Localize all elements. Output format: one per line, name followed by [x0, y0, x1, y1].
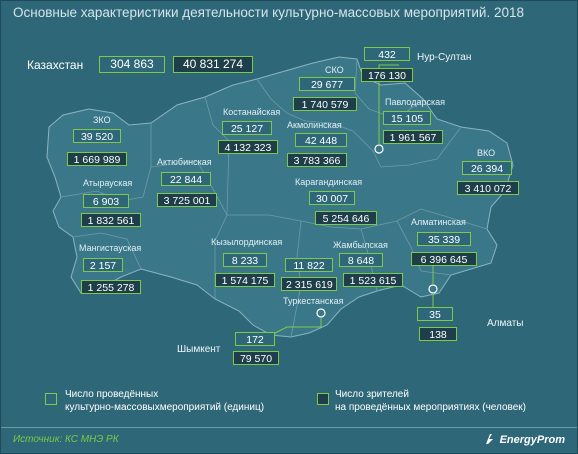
akmola-viewers: 3 783 366 [287, 153, 347, 167]
pavlodar-viewers: 1 961 567 [383, 130, 443, 144]
vko-viewers: 3 410 072 [457, 181, 519, 195]
atyrau-viewers: 1 832 561 [81, 213, 141, 227]
source-text: Источник: КС МНЭ РК [13, 434, 119, 445]
aktobe-viewers: 3 725 001 [157, 193, 217, 207]
karaganda-label: Карагандинская [295, 177, 363, 187]
pavlodar-events: 15 105 [383, 111, 431, 125]
zko-events: 39 520 [73, 129, 121, 143]
legend-viewers-line2: на проведённых мероприятиях (человек) [335, 402, 526, 413]
karaganda-events: 30 007 [309, 191, 355, 205]
legend-events-swatch [45, 393, 57, 405]
kyzylorda-viewers: 1 574 175 [215, 273, 275, 287]
almaty-viewers: 138 [419, 327, 457, 341]
aktobe-events: 22 844 [161, 172, 211, 186]
shymkent-events: 172 [235, 332, 275, 346]
kostanay-events: 25 127 [222, 121, 272, 135]
sko-viewers: 1 740 579 [293, 97, 357, 111]
kyzylorda-events: 8 233 [223, 253, 267, 267]
legend-viewers-swatch [317, 393, 329, 405]
kostanay-viewers: 4 132 323 [218, 140, 278, 154]
page-title: Основные характеристики деятельности кул… [13, 5, 524, 20]
energyprom-logo-icon [485, 434, 493, 444]
kazakhstan-viewers: 40 831 274 [173, 56, 253, 73]
vko-label: ВКО [477, 148, 496, 158]
sko-label: СКО [325, 65, 344, 75]
shymkent-viewers: 79 570 [233, 351, 279, 365]
footer: Источник: КС МНЭ РК EnergyProm [1, 427, 577, 453]
zhambyl-label: Жамбылская [333, 240, 388, 250]
brand-logo: EnergyProm [485, 433, 565, 446]
turkestan-viewers: 2 315 619 [281, 277, 337, 291]
pavlodar-label: Павлодарская [385, 97, 445, 107]
almaty-obl-viewers: 6 396 645 [411, 252, 477, 266]
shymkent-label: Шымкент [177, 344, 221, 355]
almaty-obl-label: Алматинская [411, 217, 466, 227]
kyzylorda-label: Кызылординская [211, 237, 283, 247]
atyrau-events: 6 903 [83, 194, 129, 208]
almaty-obl-events: 35 339 [417, 232, 471, 246]
turkestan-events: 11 822 [285, 258, 333, 272]
atyrau-label: Атырауская [83, 178, 133, 188]
mangistau-label: Мангистауская [79, 243, 142, 253]
akmola-events: 42 448 [295, 133, 347, 147]
legend-events-text: Число проведённых культурно-массовыхмеро… [65, 388, 264, 414]
legend-events-line1: Число проведённых [65, 389, 159, 400]
karaganda-viewers: 5 254 646 [315, 211, 377, 225]
almaty-label: Алматы [487, 318, 524, 329]
nur-sultan-events: 432 [364, 47, 410, 61]
vko-events: 26 394 [462, 161, 512, 175]
nur-sultan-label: Нур-Султан [417, 52, 472, 63]
legend-viewers-line1: Число зрителей [335, 389, 409, 400]
zko-label: ЗКО [93, 115, 111, 125]
mangistau-events: 2 157 [83, 258, 123, 272]
zko-viewers: 1 669 989 [67, 152, 127, 166]
akmola-label: Акмолинская [287, 120, 342, 130]
kostanay-label: Костанайская [223, 107, 281, 117]
zhambyl-viewers: 1 523 615 [343, 273, 403, 287]
almaty-events: 35 [417, 307, 453, 321]
legend-viewers-text: Число зрителей на проведённых мероприяти… [335, 388, 526, 414]
nur-sultan-viewers: 176 130 [361, 68, 413, 82]
zhambyl-events: 8 648 [339, 253, 383, 267]
kazakhstan-label: Казахстан [27, 58, 84, 72]
sko-events: 29 677 [299, 77, 355, 91]
legend-events-line2: культурно-массовыхмероприятий (единиц) [65, 402, 265, 413]
turkestan-label: Туркестанская [283, 296, 344, 306]
kazakhstan-events: 304 863 [99, 56, 165, 73]
aktobe-label: Актюбинская [157, 157, 212, 167]
brand-name: EnergyProm [499, 434, 565, 446]
mangistau-viewers: 1 255 278 [81, 280, 141, 294]
